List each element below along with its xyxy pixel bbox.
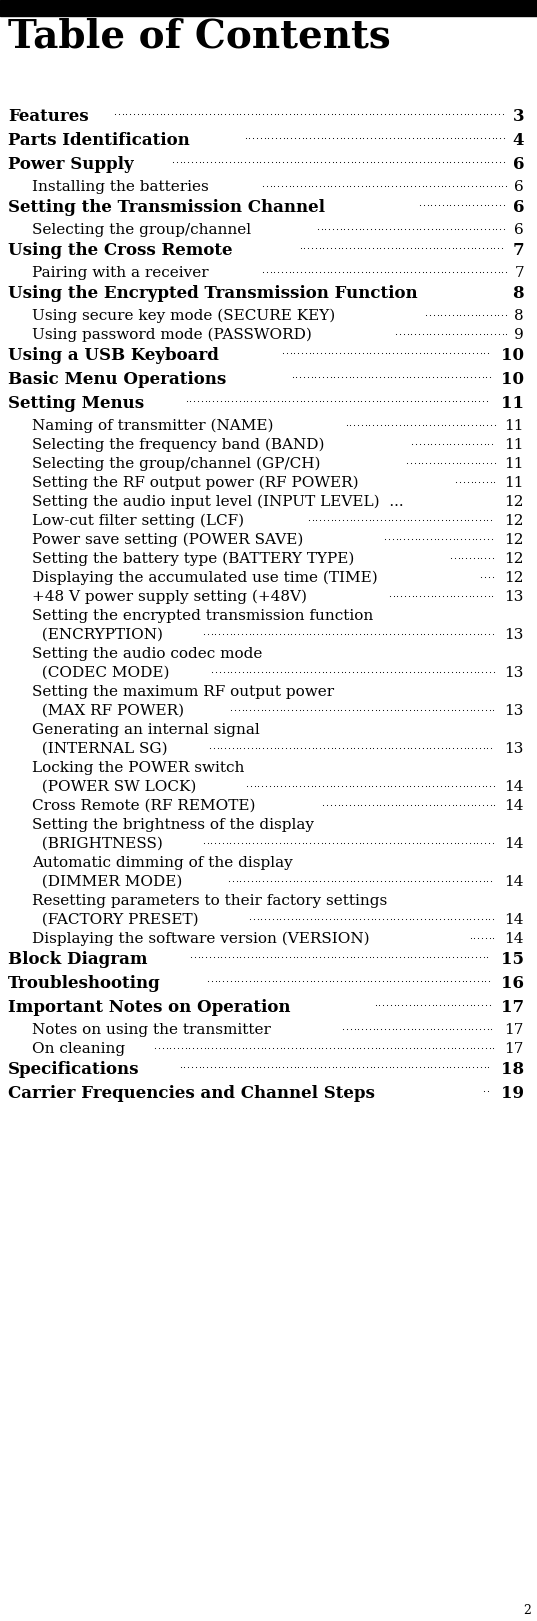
Text: 2: 2 [523, 1605, 531, 1618]
Text: Setting the audio input level (INPUT LEVEL)  ...: Setting the audio input level (INPUT LEV… [32, 494, 404, 509]
Text: Power Supply: Power Supply [8, 156, 134, 173]
Text: 14: 14 [504, 932, 524, 947]
Text: 19: 19 [501, 1084, 524, 1102]
Text: 12: 12 [504, 514, 524, 528]
Text: (DIMMER MODE): (DIMMER MODE) [32, 875, 183, 888]
Text: Setting the brightness of the display: Setting the brightness of the display [32, 819, 314, 832]
Text: (CODEC MODE): (CODEC MODE) [32, 666, 170, 679]
Text: 13: 13 [505, 590, 524, 605]
Text: 7: 7 [512, 242, 524, 259]
Text: 12: 12 [504, 494, 524, 509]
Text: Setting the audio codec mode: Setting the audio codec mode [32, 647, 263, 661]
Text: Setting the battery type (BATTERY TYPE): Setting the battery type (BATTERY TYPE) [32, 553, 354, 566]
Text: 14: 14 [504, 780, 524, 794]
Text: Setting the RF output power (RF POWER): Setting the RF output power (RF POWER) [32, 477, 359, 491]
Text: Important Notes on Operation: Important Notes on Operation [8, 999, 291, 1016]
Text: 16: 16 [501, 974, 524, 992]
Text: Notes on using the transmitter: Notes on using the transmitter [32, 1023, 271, 1037]
Text: Selecting the frequency band (BAND): Selecting the frequency band (BAND) [32, 438, 324, 452]
Text: Automatic dimming of the display: Automatic dimming of the display [32, 856, 293, 870]
Text: Using secure key mode (SECURE KEY): Using secure key mode (SECURE KEY) [32, 310, 335, 324]
Text: (BRIGHTNESS): (BRIGHTNESS) [32, 836, 163, 851]
Text: 11: 11 [501, 396, 524, 412]
Text: (INTERNAL SG): (INTERNAL SG) [32, 742, 168, 755]
Text: 7: 7 [514, 266, 524, 280]
Text: Displaying the accumulated use time (TIME): Displaying the accumulated use time (TIM… [32, 571, 378, 585]
Text: 13: 13 [505, 627, 524, 642]
Text: 3: 3 [512, 109, 524, 125]
Text: Installing the batteries: Installing the batteries [32, 180, 209, 195]
Text: Resetting parameters to their factory settings: Resetting parameters to their factory se… [32, 895, 387, 908]
Text: 8: 8 [514, 310, 524, 323]
Text: Using the Cross Remote: Using the Cross Remote [8, 242, 233, 259]
Text: 14: 14 [504, 913, 524, 927]
Text: Troubleshooting: Troubleshooting [8, 974, 161, 992]
Text: 18: 18 [501, 1062, 524, 1078]
Text: 12: 12 [504, 571, 524, 585]
Text: On cleaning: On cleaning [32, 1042, 125, 1055]
Text: Locking the POWER switch: Locking the POWER switch [32, 760, 244, 775]
Text: 9: 9 [514, 327, 524, 342]
Text: 15: 15 [501, 952, 524, 968]
Text: 12: 12 [504, 533, 524, 546]
Text: Generating an internal signal: Generating an internal signal [32, 723, 260, 738]
Text: (FACTORY PRESET): (FACTORY PRESET) [32, 913, 199, 927]
Text: Basic Menu Operations: Basic Menu Operations [8, 371, 226, 387]
Text: 6: 6 [512, 199, 524, 216]
Text: Pairing with a receiver: Pairing with a receiver [32, 266, 209, 280]
Bar [0, 0, 537, 16]
Text: 14: 14 [504, 799, 524, 814]
Text: Table of Contents: Table of Contents [8, 18, 391, 57]
Text: Naming of transmitter (NAME): Naming of transmitter (NAME) [32, 418, 273, 433]
Text: Block Diagram: Block Diagram [8, 952, 148, 968]
Text: (MAX RF POWER): (MAX RF POWER) [32, 704, 184, 718]
Text: 17: 17 [501, 999, 524, 1016]
Text: 6: 6 [514, 224, 524, 237]
Text: +48 V power supply setting (+48V): +48 V power supply setting (+48V) [32, 590, 307, 605]
Text: 11: 11 [504, 438, 524, 452]
Text: Cross Remote (RF REMOTE): Cross Remote (RF REMOTE) [32, 799, 256, 814]
Text: Selecting the group/channel: Selecting the group/channel [32, 224, 251, 237]
Text: 11: 11 [504, 477, 524, 490]
Text: Using password mode (PASSWORD): Using password mode (PASSWORD) [32, 327, 312, 342]
Text: 13: 13 [505, 666, 524, 679]
Text: 10: 10 [501, 347, 524, 365]
Text: 6: 6 [514, 180, 524, 195]
Text: Displaying the software version (VERSION): Displaying the software version (VERSION… [32, 932, 369, 947]
Text: 14: 14 [504, 836, 524, 851]
Text: Specifications: Specifications [8, 1062, 140, 1078]
Text: Setting the encrypted transmission function: Setting the encrypted transmission funct… [32, 609, 373, 622]
Text: 8: 8 [512, 285, 524, 302]
Text: Using the Encrypted Transmission Function: Using the Encrypted Transmission Functio… [8, 285, 418, 302]
Text: Carrier Frequencies and Channel Steps: Carrier Frequencies and Channel Steps [8, 1084, 375, 1102]
Text: Power save setting (POWER SAVE): Power save setting (POWER SAVE) [32, 533, 303, 548]
Text: (ENCRYPTION): (ENCRYPTION) [32, 627, 163, 642]
Text: (POWER SW LOCK): (POWER SW LOCK) [32, 780, 197, 794]
Text: 17: 17 [505, 1042, 524, 1055]
Text: Parts Identification: Parts Identification [8, 131, 190, 149]
Text: 10: 10 [501, 371, 524, 387]
Text: 6: 6 [512, 156, 524, 173]
Text: Features: Features [8, 109, 89, 125]
Text: 17: 17 [505, 1023, 524, 1037]
Text: Setting the maximum RF output power: Setting the maximum RF output power [32, 686, 334, 699]
Text: Setting Menus: Setting Menus [8, 396, 144, 412]
Text: 11: 11 [504, 418, 524, 433]
Text: Using a USB Keyboard: Using a USB Keyboard [8, 347, 219, 365]
Text: 4: 4 [512, 131, 524, 149]
Text: Low-cut filter setting (LCF): Low-cut filter setting (LCF) [32, 514, 244, 528]
Text: 13: 13 [505, 742, 524, 755]
Text: Setting the Transmission Channel: Setting the Transmission Channel [8, 199, 325, 216]
Text: 13: 13 [505, 704, 524, 718]
Text: 11: 11 [504, 457, 524, 472]
Text: 12: 12 [504, 553, 524, 566]
Text: 14: 14 [504, 875, 524, 888]
Text: Selecting the group/channel (GP/CH): Selecting the group/channel (GP/CH) [32, 457, 321, 472]
